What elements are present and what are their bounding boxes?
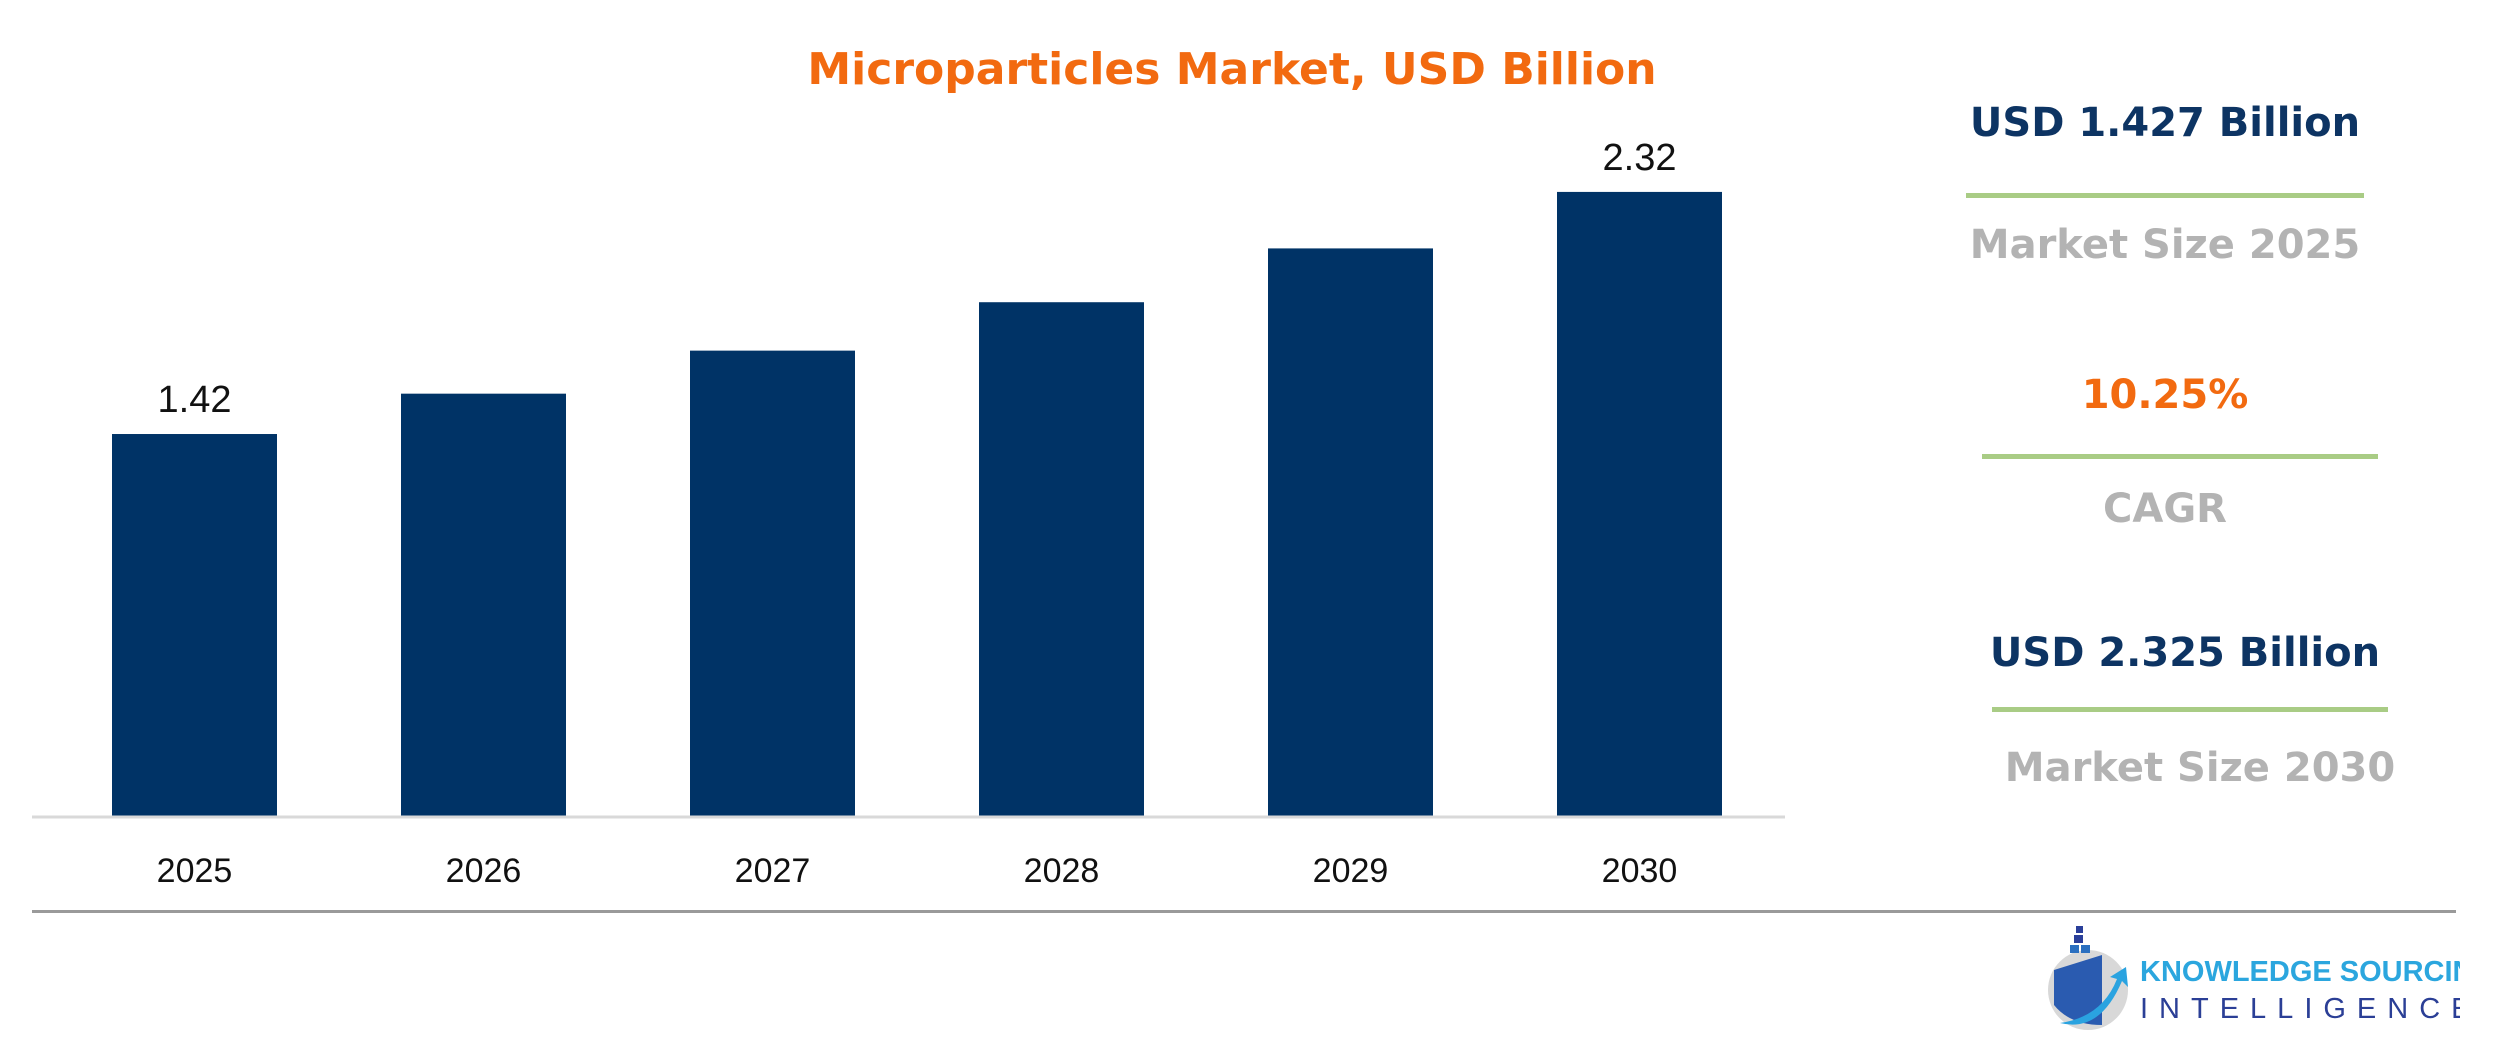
bar-2029 <box>1268 248 1433 816</box>
stat-value-cagr: 10.25% <box>2081 372 2249 418</box>
company-logo: KNOWLEDGE SOURCING INTELLIGENCE <box>2048 926 2460 1030</box>
x-tick-label: 2025 <box>157 852 233 890</box>
divider-line <box>1992 707 2388 712</box>
bar-2026 <box>401 393 566 816</box>
stat-label-2025: Market Size 2025 <box>1969 222 2361 268</box>
x-tick-label: 2026 <box>446 852 522 890</box>
stat-value-2025: USD 1.427 Billion <box>1969 100 2361 146</box>
chart-title: Microparticles Market, USD Billion <box>807 44 1657 95</box>
stat-label-cagr: CAGR <box>2103 486 2227 532</box>
bar-2028 <box>979 302 1144 817</box>
bar-2025 <box>112 434 277 816</box>
data-label: 2.32 <box>1603 137 1677 179</box>
data-label: 1.42 <box>158 379 232 421</box>
stat-label-2030: Market Size 2030 <box>2004 745 2396 791</box>
footer-divider <box>32 910 2456 913</box>
divider-line <box>1966 193 2364 198</box>
bar-2027 <box>690 350 855 816</box>
stat-value-2030: USD 2.325 Billion <box>1989 630 2381 676</box>
x-tick-label: 2029 <box>1313 852 1389 890</box>
bar-2030 <box>1557 191 1722 817</box>
divider-line <box>1982 454 2378 459</box>
bar-chart: 2025 1.42 2026 2027 2028 2029 2030 2.32 <box>32 137 1785 890</box>
logo-text-line1: KNOWLEDGE SOURCING <box>2140 956 2460 988</box>
x-tick-label: 2028 <box>1024 852 1100 890</box>
x-tick-label: 2027 <box>735 852 811 890</box>
logo-text-line2: INTELLIGENCE <box>2140 993 2460 1025</box>
x-tick-label: 2030 <box>1602 852 1678 890</box>
